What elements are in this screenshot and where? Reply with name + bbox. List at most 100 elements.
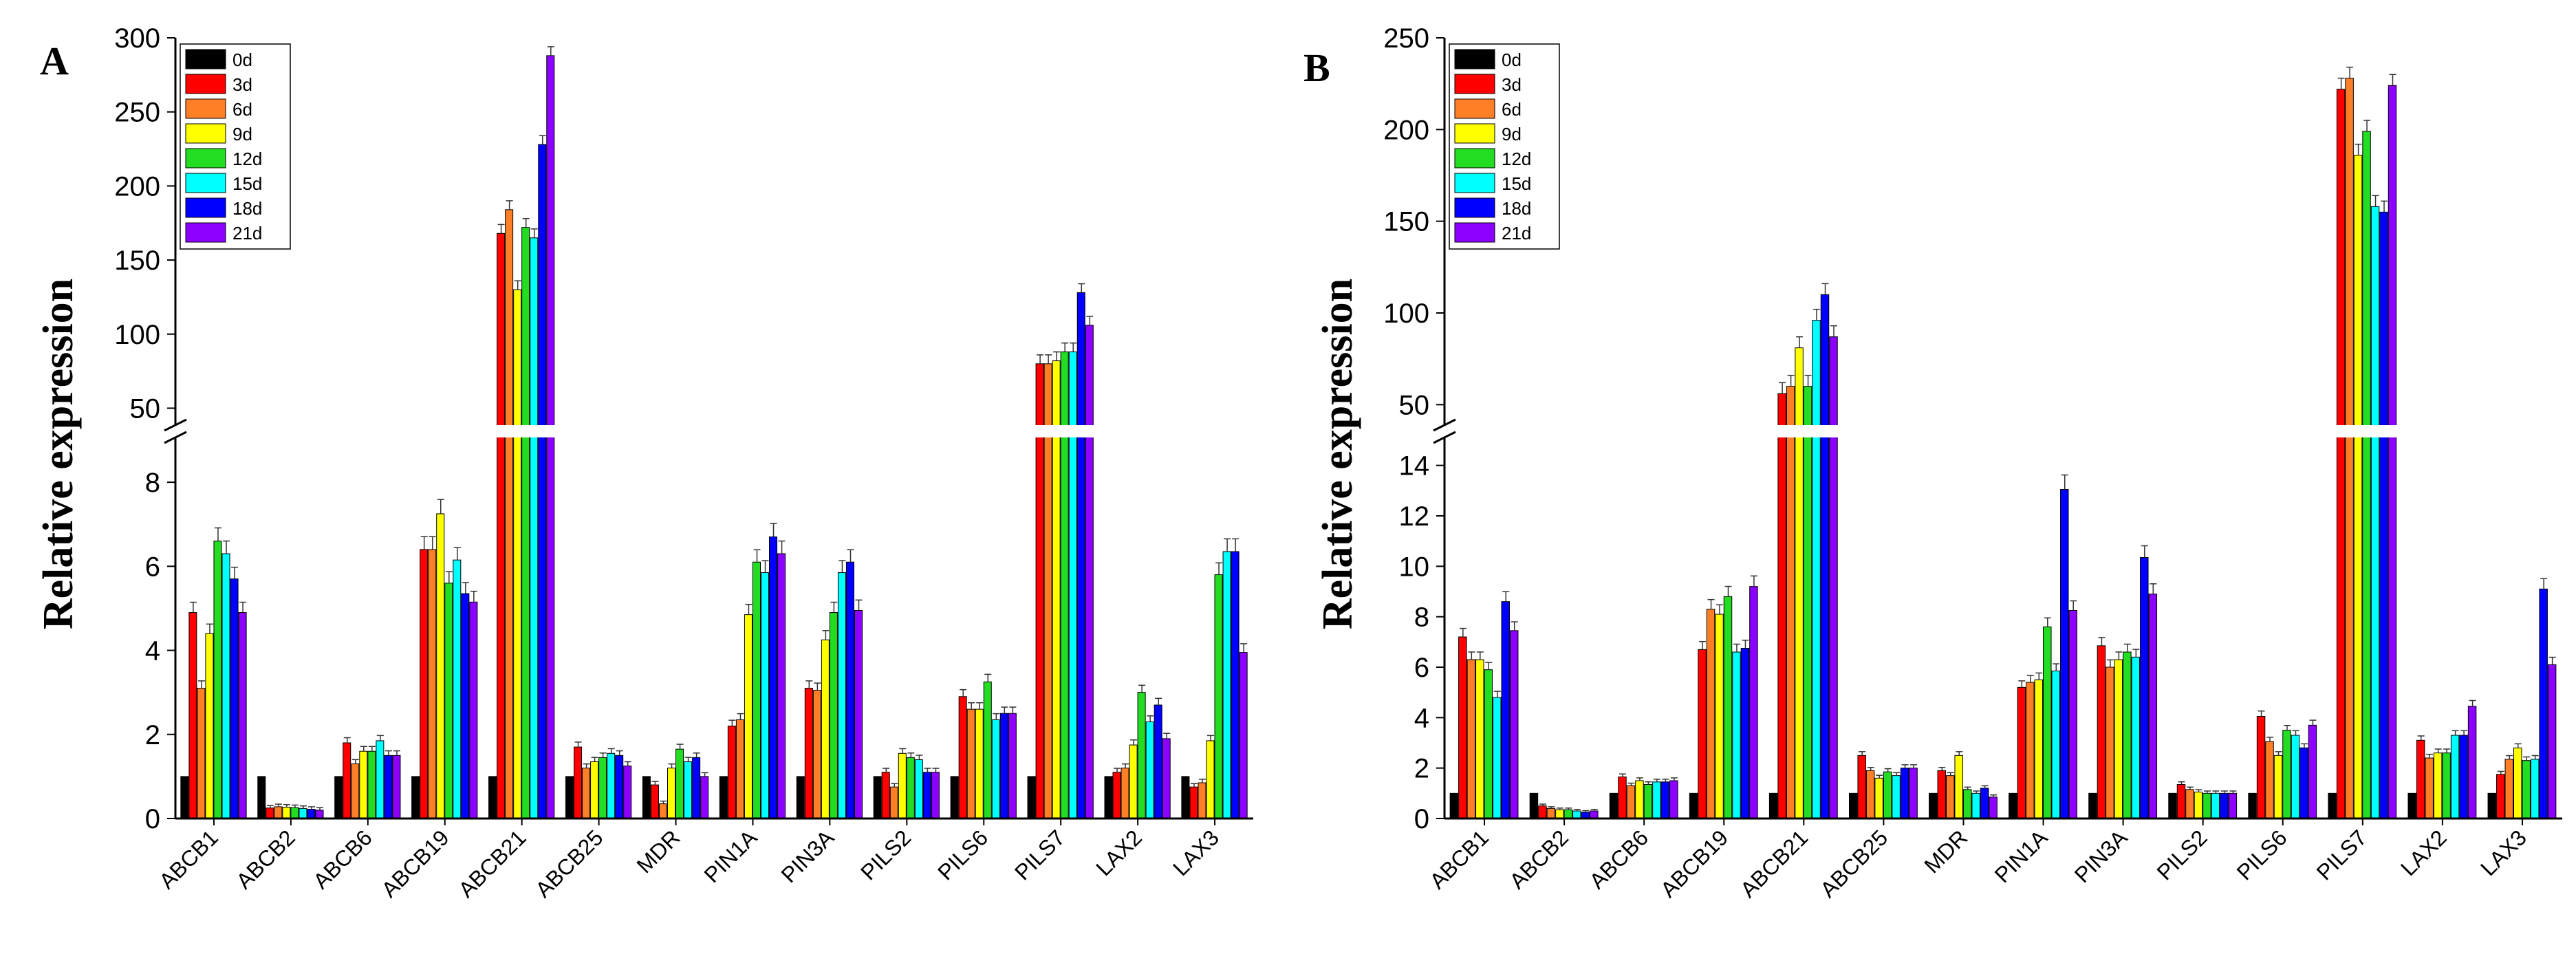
bar-abcb19-9d — [1715, 614, 1724, 819]
y-tick-label-2: 2 — [145, 720, 160, 750]
bar-abcb6-12d — [1643, 784, 1653, 819]
bar-abcb6-9d — [359, 750, 368, 819]
x-tick-label-abcb21: ABCB21 — [453, 825, 530, 902]
panel-letter: A — [40, 39, 69, 83]
bar-pils6-12d — [2282, 730, 2291, 819]
axis-break-mark-bottom — [164, 431, 187, 444]
bar-pils2-18d — [2220, 792, 2229, 819]
bar-lax2-6d — [1121, 768, 1129, 819]
bar-pils7-12d — [1060, 351, 1069, 819]
bar-lax3-18d — [2539, 588, 2548, 819]
bar-pin3a-15d — [837, 572, 846, 819]
bar-abcb1-6d — [197, 688, 206, 819]
bar-lax3-3d — [2496, 774, 2505, 819]
bar-lax3-18d — [1231, 551, 1240, 819]
bar-abcb19-3d — [1698, 649, 1707, 819]
bar-abcb21-0d — [1768, 792, 1778, 819]
bar-pin1a-6d — [2026, 682, 2035, 819]
bar-abcb6-0d — [334, 776, 343, 819]
bar-abcb25-6d — [582, 768, 591, 819]
bar-pils6-6d — [966, 708, 975, 819]
bar-lax2-0d — [1104, 776, 1113, 819]
legend-label-12d: 12d — [232, 149, 262, 169]
bar-abcb25-3d — [1857, 755, 1866, 819]
bar-abcb21-15d — [530, 237, 539, 819]
bar-abcb19-0d — [411, 776, 420, 819]
legend-swatch-18d — [1454, 197, 1495, 218]
bar-abcb1-15d — [1493, 697, 1502, 819]
bar-pin3a-21d — [2148, 594, 2158, 819]
x-tick-label-abcb25: ABCB25 — [1815, 825, 1892, 902]
panel-a: A Relative expression ABCB1 ABCB2 ABCB6 ABCB1… — [35, 23, 1253, 902]
x-tick-label-pils7: PILS7 — [2312, 825, 2372, 885]
x-tick-label-lax3: LAX3 — [1168, 825, 1224, 880]
bar-pils6-0d — [950, 776, 959, 819]
legend-label-21d: 21d — [232, 223, 262, 243]
bar-pin3a-9d — [821, 639, 830, 819]
bar-abcb25-21d — [1909, 768, 1918, 819]
bar-pils2-0d — [873, 776, 882, 819]
bar-abcb1-18d — [1501, 601, 1510, 819]
bar-pils7-6d — [2345, 78, 2354, 819]
bar-pils6-3d — [2256, 716, 2266, 819]
bar-lax3-9d — [1206, 740, 1215, 819]
bar-lax2-21d — [2467, 706, 2477, 819]
bar-abcb6-6d — [1626, 785, 1636, 819]
legend-label-9d: 9d — [232, 124, 252, 144]
bar-lax2-18d — [2459, 735, 2468, 819]
x-tick-label-pin1a: PIN1A — [1990, 825, 2053, 887]
bar-mdr-18d — [692, 757, 701, 819]
bar-mdr-3d — [650, 784, 659, 819]
bar-pin1a-0d — [719, 776, 728, 819]
bar-abcb21-3d — [1777, 393, 1786, 819]
bar-abcb2-3d — [266, 807, 274, 819]
bar-pin1a-15d — [761, 572, 770, 819]
bar-abcb25-0d — [1848, 792, 1858, 819]
x-tick-label-abcb6: ABCB6 — [1584, 825, 1653, 893]
x-tick-label-abcb1: ABCB1 — [154, 825, 223, 893]
legend-swatch-18d — [185, 197, 226, 218]
bar-pils2-9d — [898, 752, 907, 819]
bar-abcb21-0d — [488, 776, 497, 819]
bar-abcb19-3d — [420, 549, 429, 819]
bar-abcb1-0d — [1449, 792, 1459, 819]
legend-swatch-15d — [1454, 173, 1495, 193]
bar-pin3a-12d — [829, 612, 838, 819]
bar-lax3-12d — [2522, 760, 2531, 819]
bar-pils6-0d — [2248, 792, 2257, 819]
bar-abcb2-9d — [282, 807, 291, 819]
y-axis-label: Relative expression — [35, 279, 82, 629]
bar-abcb1-3d — [1458, 636, 1467, 819]
bar-pin1a-3d — [727, 726, 736, 819]
bar-abcb25-18d — [615, 755, 624, 819]
legend-label-21d: 21d — [1502, 223, 1531, 243]
x-tick-label-lax3: LAX3 — [2476, 825, 2531, 880]
x-tick-label-lax2: LAX2 — [2396, 825, 2451, 880]
bar-pils2-21d — [931, 772, 940, 819]
bar-pin3a-0d — [796, 776, 805, 819]
bar-pils2-12d — [906, 757, 915, 819]
bar-pin3a-6d — [812, 690, 821, 819]
bar-pils7-15d — [1068, 351, 1077, 819]
bar-pils2-3d — [2176, 784, 2186, 819]
bar-pin3a-21d — [854, 610, 863, 819]
bar-lax3-0d — [2487, 792, 2497, 819]
bar-abcb25-3d — [574, 746, 583, 819]
y-tick-label-0: 0 — [145, 804, 160, 834]
bar-pin3a-0d — [2088, 792, 2097, 819]
bar-pin1a-9d — [744, 614, 753, 819]
bar-pin3a-6d — [2106, 666, 2114, 819]
bar-abcb1-21d — [238, 612, 247, 819]
legend-label-0d: 0d — [1502, 50, 1522, 70]
x-tick-label-abcb6: ABCB6 — [308, 825, 377, 893]
legend-label-15d: 15d — [232, 173, 262, 194]
bar-pin3a-9d — [2114, 659, 2123, 819]
bar-pin1a-0d — [2009, 792, 2017, 819]
bar-abcb6-12d — [367, 750, 376, 819]
bar-lax2-21d — [1162, 738, 1171, 819]
axis-break-mark-top — [1433, 418, 1456, 432]
bar-lax3-15d — [2530, 759, 2540, 819]
bar-pils7-18d — [2379, 211, 2388, 819]
bar-abcb2-21d — [1590, 810, 1599, 819]
bar-abcb6-3d — [1618, 777, 1627, 819]
